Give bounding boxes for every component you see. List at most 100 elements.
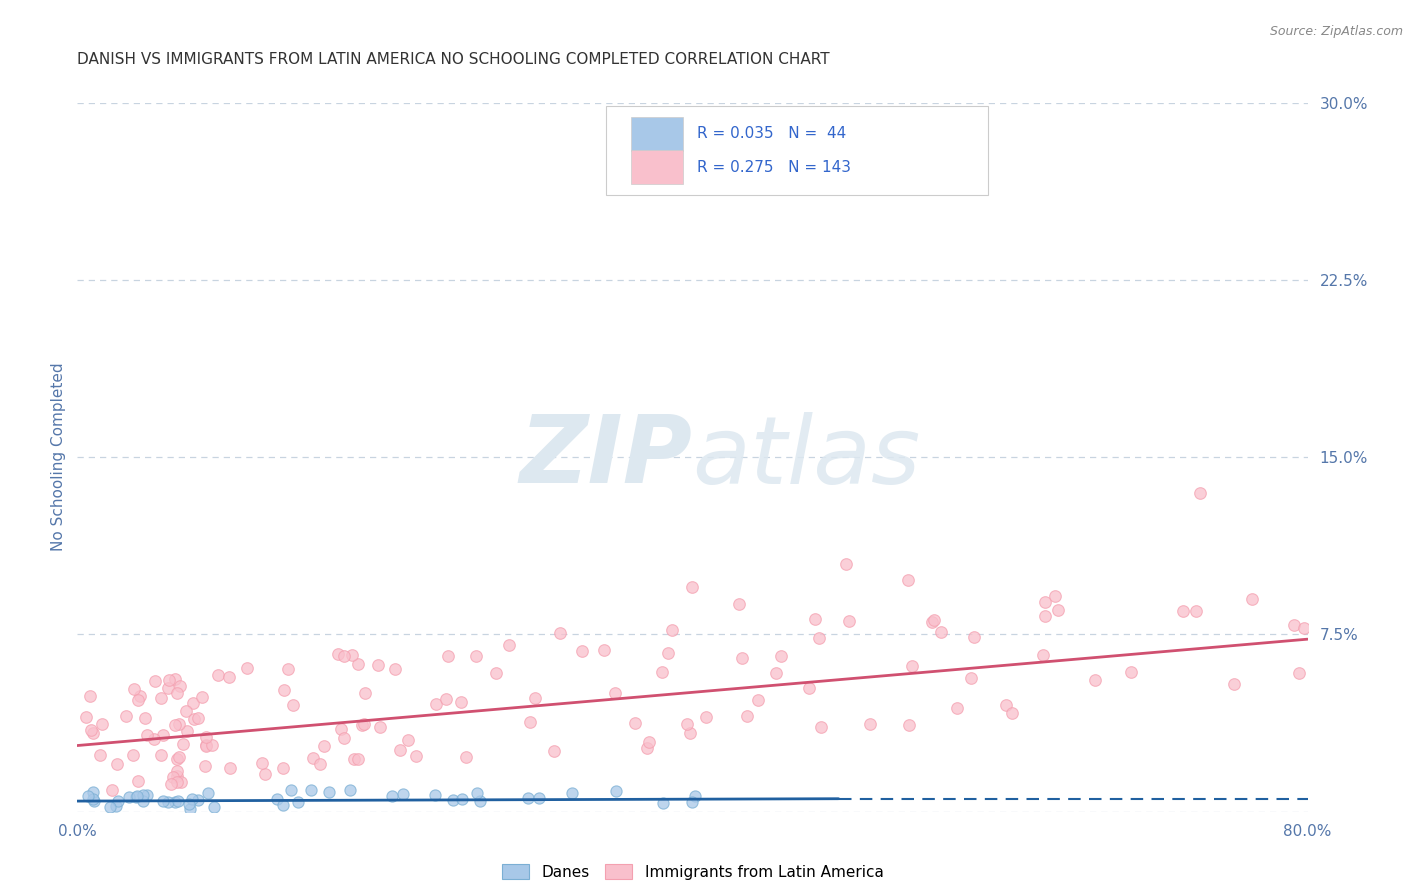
Point — [1033, 609, 1056, 624]
Point — [339, 782, 361, 797]
Point — [388, 743, 411, 757]
Point — [465, 648, 488, 663]
Point — [152, 729, 174, 743]
Point — [163, 672, 186, 686]
Point — [605, 784, 627, 798]
Point — [1294, 622, 1316, 636]
Point — [75, 710, 97, 724]
Point — [807, 631, 830, 645]
Point — [921, 615, 943, 629]
Point — [352, 718, 374, 732]
Point — [524, 691, 547, 706]
Point — [396, 732, 419, 747]
Point — [219, 761, 242, 775]
Text: Source: ZipAtlas.com: Source: ZipAtlas.com — [1270, 25, 1403, 38]
Point — [236, 661, 259, 675]
Point — [250, 756, 273, 771]
Point — [166, 764, 188, 778]
Point — [128, 689, 150, 703]
Point — [194, 759, 217, 773]
Point — [204, 800, 226, 814]
Point — [167, 716, 190, 731]
Point — [405, 749, 427, 764]
Point — [340, 648, 363, 662]
Point — [517, 790, 540, 805]
Text: R = 0.275   N = 143: R = 0.275 N = 143 — [697, 160, 852, 175]
Point — [150, 690, 173, 705]
Text: R = 0.035   N =  44: R = 0.035 N = 44 — [697, 127, 846, 141]
Point — [624, 715, 647, 730]
Point — [727, 597, 749, 611]
Point — [131, 788, 153, 802]
Point — [651, 665, 673, 679]
Point — [195, 738, 218, 752]
Text: atlas: atlas — [693, 411, 921, 503]
Point — [179, 801, 201, 815]
Point — [960, 671, 983, 685]
Point — [330, 722, 353, 736]
Point — [83, 794, 105, 808]
Point — [181, 791, 204, 805]
Point — [1358, 107, 1381, 121]
Point — [381, 789, 404, 803]
Point — [326, 647, 349, 661]
Point — [169, 679, 191, 693]
Point — [730, 651, 752, 665]
Point — [994, 698, 1017, 712]
Point — [194, 730, 217, 744]
Point — [638, 735, 661, 749]
Point — [166, 794, 188, 808]
Point — [79, 689, 101, 703]
Point — [922, 613, 945, 627]
Point — [465, 786, 488, 800]
Point — [107, 794, 129, 808]
Point — [134, 711, 156, 725]
Point — [695, 710, 717, 724]
Point — [136, 728, 159, 742]
Point — [484, 666, 506, 681]
Point — [683, 789, 706, 803]
Point — [963, 630, 986, 644]
Legend: Danes, Immigrants from Latin America: Danes, Immigrants from Latin America — [495, 857, 890, 886]
Point — [897, 573, 920, 587]
Point — [105, 757, 128, 772]
Point — [901, 658, 924, 673]
Point — [1043, 589, 1066, 603]
Point — [183, 712, 205, 726]
Point — [651, 796, 673, 810]
Point — [1001, 706, 1024, 721]
Point — [172, 737, 194, 751]
Point — [166, 751, 188, 765]
Point — [166, 775, 188, 789]
Point — [456, 750, 478, 764]
Point — [368, 720, 391, 734]
Point — [287, 795, 309, 809]
Point — [519, 714, 541, 729]
Point — [318, 784, 340, 798]
Point — [347, 657, 370, 671]
Point — [177, 797, 200, 812]
Point — [1288, 665, 1310, 680]
Point — [218, 670, 240, 684]
Point — [82, 726, 104, 740]
Point — [174, 704, 197, 718]
Point — [946, 701, 969, 715]
Point — [136, 789, 159, 803]
Point — [82, 792, 104, 806]
Point — [838, 614, 860, 628]
Point — [77, 789, 100, 804]
Text: DANISH VS IMMIGRANTS FROM LATIN AMERICA NO SCHOOLING COMPLETED CORRELATION CHART: DANISH VS IMMIGRANTS FROM LATIN AMERICA … — [77, 52, 830, 67]
Point — [1188, 485, 1211, 500]
Point — [1032, 648, 1054, 663]
Point — [301, 750, 323, 764]
Point — [143, 732, 166, 747]
Point — [122, 747, 145, 762]
Point — [163, 718, 186, 732]
Point — [98, 800, 121, 814]
Point — [434, 692, 457, 706]
Point — [346, 752, 368, 766]
Point — [657, 646, 679, 660]
Point — [561, 786, 583, 800]
Point — [898, 717, 921, 731]
Point — [543, 743, 565, 757]
